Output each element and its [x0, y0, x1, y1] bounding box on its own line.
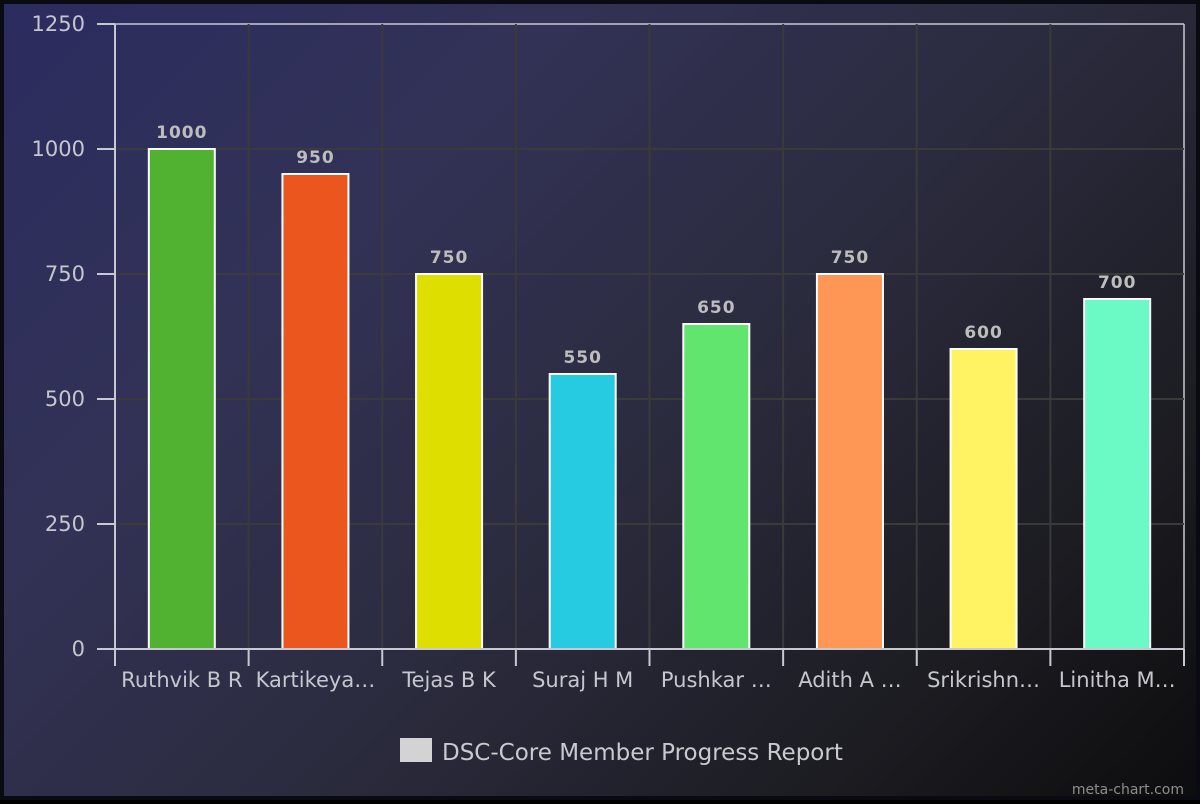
x-tick-labels: Ruthvik B R Kartikeya… Tejas B K Suraj H M P… [121, 668, 1175, 692]
bar[interactable] [281, 173, 350, 650]
y-tick-label: 500 [45, 387, 85, 411]
y-tick-labels: 0 250 500 750 1000 1250 [32, 12, 85, 661]
x-tick-label: Linitha M… [1059, 668, 1176, 692]
grid-lines [115, 23, 1185, 649]
bar-chart: 0 250 500 750 1000 1250 Ruthvik B R Kartikeya…… [32, 12, 1185, 798]
y-tick-label: 0 [72, 637, 85, 661]
bar-value-labels: 1000 950 750 550 650 750 600 700 [156, 123, 1137, 368]
bars-group [147, 148, 1152, 650]
x-tick-label: Adith A … [798, 668, 901, 692]
x-tick-label: Tejas B K [401, 668, 497, 692]
bar[interactable] [548, 373, 617, 650]
legend-label[interactable]: DSC-Core Member Progress Report [442, 740, 843, 766]
bar-value-label: 550 [563, 348, 602, 368]
watermark: meta-chart.com [1072, 782, 1184, 798]
legend[interactable]: DSC-Core Member Progress Report [400, 738, 843, 766]
x-tick-label: Srikrishn… [927, 668, 1040, 692]
bar-value-label: 1000 [156, 123, 207, 143]
bar-value-label: 650 [697, 298, 736, 318]
bar-value-label: 600 [964, 323, 1003, 343]
x-tick-label: Kartikeya… [256, 668, 376, 692]
y-tick-label: 250 [45, 512, 85, 536]
bar[interactable] [147, 148, 216, 650]
legend-swatch[interactable] [400, 738, 432, 762]
bar[interactable] [815, 273, 884, 650]
bar-value-label: 750 [831, 248, 870, 268]
axes [97, 23, 1185, 666]
bar[interactable] [1083, 298, 1152, 650]
x-tick-label: Ruthvik B R [121, 668, 242, 692]
y-tick-label: 1000 [32, 137, 85, 161]
y-tick-label: 750 [45, 262, 85, 286]
bar[interactable] [415, 273, 484, 650]
y-tick-label: 1250 [32, 12, 85, 36]
x-tick-label: Pushkar … [661, 668, 772, 692]
bar-value-label: 750 [430, 248, 469, 268]
x-tick-label: Suraj H M [532, 668, 633, 692]
bar[interactable] [949, 348, 1018, 650]
bar-value-label: 950 [296, 148, 335, 168]
bar[interactable] [682, 323, 751, 650]
bar-value-label: 700 [1098, 273, 1137, 293]
